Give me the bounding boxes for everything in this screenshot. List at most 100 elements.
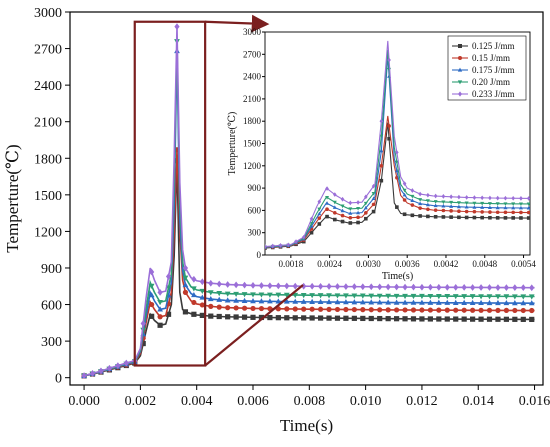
inset-data-point (340, 196, 345, 202)
main-data-point (478, 294, 484, 300)
main-data-point (309, 293, 315, 299)
main-data-point (427, 283, 433, 291)
main-data-point (267, 314, 273, 321)
inset-data-point (402, 181, 407, 186)
inset-data-point (402, 192, 407, 197)
inset-data-point (457, 194, 461, 200)
inset-data-point (519, 196, 523, 201)
inset-data-point (356, 220, 360, 225)
main-data-point (444, 307, 450, 313)
inset-data-point (418, 198, 423, 202)
main-data-point (317, 293, 324, 299)
main-data-point (478, 299, 484, 306)
inset-data-point (472, 215, 477, 220)
y-tick-label: 300 (248, 228, 262, 238)
inset-data-point (495, 210, 500, 215)
main-data-point (241, 281, 248, 289)
inset-data-point (270, 243, 275, 249)
main-data-point (233, 314, 239, 320)
main-data-point (334, 298, 341, 305)
x-tick-label: 0.002 (125, 394, 157, 409)
main-data-point (385, 299, 392, 305)
inset-data-point (511, 195, 515, 201)
main-data-point (283, 298, 290, 304)
main-data-point (334, 293, 341, 299)
main-data-point (520, 294, 527, 300)
main-data-point (98, 367, 104, 375)
main-data-point (393, 307, 400, 313)
y-tick-label: 3000 (34, 6, 62, 21)
inset-data-point (410, 198, 415, 203)
main-data-point (140, 340, 146, 347)
inset-data-point (418, 201, 423, 206)
inset-data-point (410, 188, 415, 193)
main-data-point (149, 313, 155, 319)
main-data-point (368, 283, 374, 291)
main-data-point (444, 294, 451, 300)
inset-data-point (395, 150, 399, 155)
main-data-point (393, 293, 400, 300)
inset-data-point (333, 210, 337, 215)
main-data-point (452, 294, 459, 300)
main-data-point (309, 306, 315, 312)
inset-legend: 0.125 J/mm 0.15 J/mm 0.175 J/mm 0.20 J/mm 0.… (447, 35, 527, 101)
main-data-point (123, 359, 129, 367)
main-data-point (224, 297, 231, 303)
main-data-point (436, 307, 442, 313)
main-data-point (470, 284, 476, 291)
inset-data-point (433, 203, 438, 208)
inset-data-point (480, 210, 484, 214)
main-data-point (275, 292, 282, 298)
y-tick-label: 2100 (243, 94, 262, 104)
inset-data-point (317, 211, 322, 216)
legend-entry: 0.125 J/mm (472, 41, 515, 51)
legend-marker (458, 91, 462, 97)
zoom-indicator (133, 14, 304, 367)
main-data-point (233, 281, 239, 289)
inset-data-point (379, 148, 384, 153)
inset-data-point (519, 216, 523, 220)
main-data-point (427, 293, 434, 300)
main-data-point (157, 322, 163, 328)
inset-data-point (348, 215, 353, 220)
inset-data-point (402, 188, 407, 193)
main-data-point (410, 299, 417, 305)
y-tick-label: 600 (41, 299, 62, 314)
main-data-point (512, 284, 518, 292)
x-tick-label: 0.008 (294, 394, 326, 409)
y-axis-title: Temperture(℃) (227, 112, 238, 176)
main-data-point (334, 283, 341, 290)
zoom-connector-top (205, 14, 270, 33)
main-data-point (419, 316, 425, 322)
main-data-point (191, 311, 197, 317)
main-data-point (292, 282, 298, 290)
zoom-connector-bottom (204, 284, 304, 367)
main-data-point (267, 298, 273, 304)
main-data-point (250, 305, 256, 312)
x-tick-label: 0.016 (519, 394, 550, 409)
main-data-point (520, 300, 527, 306)
x-tick-label: 0.0036 (395, 259, 420, 269)
y-tick-label: 1800 (243, 116, 262, 126)
inset-data-point (333, 217, 337, 222)
inset-data-point (394, 168, 399, 173)
inset-data-point (441, 215, 446, 219)
main-data-point (258, 314, 265, 321)
inset-data-point (488, 210, 492, 214)
main-data-point (520, 284, 526, 292)
inset-data-point (356, 206, 361, 211)
main-data-point (360, 283, 366, 291)
inset-data-point (348, 211, 353, 215)
main-data-point (241, 292, 248, 298)
main-data-point (250, 314, 256, 320)
inset-data-point (418, 214, 422, 218)
main-data-point (199, 288, 206, 295)
inset-data-point (426, 207, 430, 212)
inset-data-point (332, 200, 337, 205)
main-data-point (377, 315, 383, 322)
main-data-point (317, 298, 324, 305)
main-data-point (435, 294, 442, 300)
y-tick-label: 900 (248, 183, 262, 193)
main-data-point (461, 307, 467, 313)
